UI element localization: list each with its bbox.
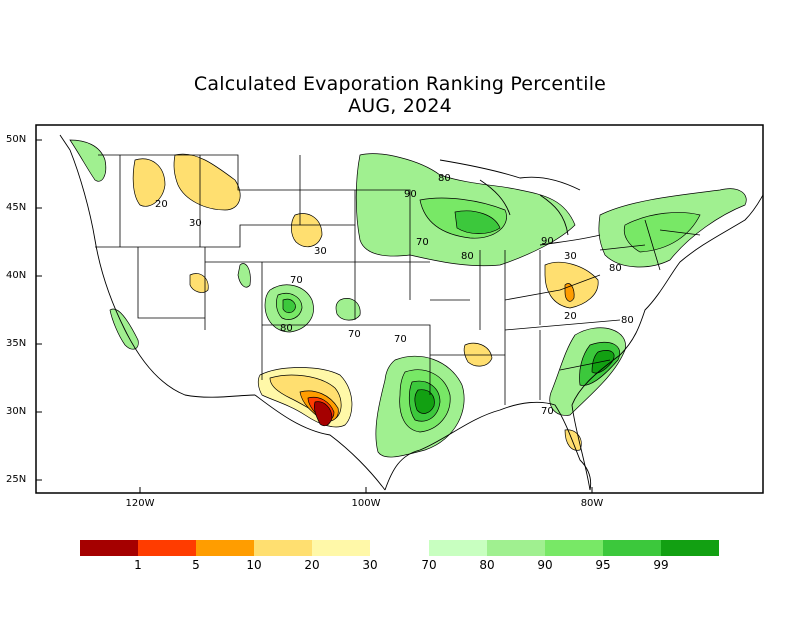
contour-label: 70 [290,275,303,286]
map-title: Calculated Evaporation Ranking Percentil… [193,73,607,95]
contour-label: 90 [541,236,554,247]
map-frame [35,124,764,494]
coastlines [59,134,764,491]
contour-label: 30 [189,218,202,229]
lat-label: 35N [6,338,27,349]
legend-label: 80 [479,558,495,572]
contour-label: 80 [461,251,474,262]
legend-high-swatches [429,540,719,556]
legend-label: 1 [134,558,142,572]
legend-swatch [312,540,370,556]
legend-label: 20 [304,558,320,572]
contour-label: 80 [280,323,293,334]
legend-label: 90 [537,558,553,572]
lat-label: 25N [6,474,27,485]
legend-label: 5 [192,558,200,572]
shaded-regions [69,139,747,458]
lon-label: 80W [580,498,604,509]
contour-label: 80 [621,315,634,326]
contour-labels: 20 30 30 70 80 70 90 80 70 80 90 30 80 2… [155,173,634,417]
contour-label: 80 [609,263,622,274]
axis-ticks [36,139,593,493]
legend-swatch [138,540,196,556]
legend-label: 95 [595,558,611,572]
legend-label: 10 [246,558,262,572]
lat-label: 30N [6,406,27,417]
legend-swatch [661,540,719,556]
lon-label: 120W [125,498,155,509]
contour-label: 70 [416,237,429,248]
legend-swatch [196,540,254,556]
contour-label: 70 [541,406,554,417]
legend-label: 99 [653,558,669,572]
legend-swatch [487,540,545,556]
contour-label: 70 [394,334,407,345]
legend-low-swatches [80,540,370,556]
state-boundaries [95,154,701,405]
contour-label: 20 [564,311,577,322]
contour-label: 90 [404,189,417,200]
lat-label: 50N [6,134,27,145]
lat-label: 45N [6,202,27,213]
legend-label: 70 [421,558,437,572]
legend-swatch [429,540,487,556]
contour-label: 80 [438,173,451,184]
lat-label: 40N [6,270,27,281]
contour-label: 30 [564,251,577,262]
legend-swatch [80,540,138,556]
legend-swatch [254,540,312,556]
contour-label: 30 [314,246,327,257]
legend-label: 30 [362,558,378,572]
map-subtitle: AUG, 2024 [348,95,452,117]
contour-label: 20 [155,199,168,210]
contour-label: 70 [348,329,361,340]
legend-swatch [545,540,603,556]
lon-label: 100W [351,498,381,509]
legend-swatch [603,540,661,556]
